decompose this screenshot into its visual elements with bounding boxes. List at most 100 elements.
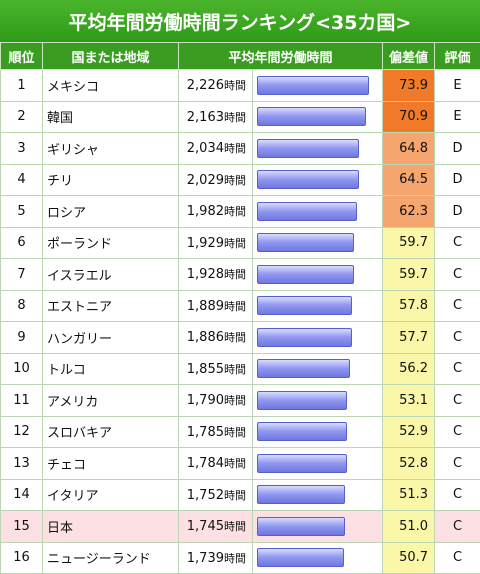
hours-unit: 時間	[224, 142, 246, 155]
hours-cell: 1,752時間	[179, 479, 253, 511]
hours-bar	[257, 517, 345, 536]
grade-cell: C	[435, 290, 480, 322]
rank-cell: 9	[1, 322, 43, 354]
hours-cell: 1,745時間	[179, 511, 253, 543]
hours-value: 1,886	[187, 330, 224, 345]
country-link[interactable]: チェコ	[43, 448, 179, 480]
page-title: 平均年間労働時間ランキング<35カ国>	[0, 0, 480, 43]
deviation-cell: 59.7	[383, 259, 435, 291]
rank-cell: 14	[1, 479, 43, 511]
hours-bar	[257, 296, 352, 315]
hours-cell: 1,784時間	[179, 448, 253, 480]
rank-cell: 8	[1, 290, 43, 322]
rank-cell: 2	[1, 101, 43, 133]
grade-cell: D	[435, 133, 480, 165]
deviation-cell: 73.9	[383, 70, 435, 102]
bar-cell	[253, 448, 383, 480]
country-link[interactable]: ギリシャ	[43, 133, 179, 165]
country-link[interactable]: 日本	[43, 511, 179, 543]
hours-value: 2,226	[187, 78, 224, 93]
hours-value: 2,163	[187, 110, 224, 125]
header-grade: 評価	[435, 43, 480, 70]
grade-cell: E	[435, 70, 480, 102]
header-hours: 平均年間労働時間	[179, 43, 383, 70]
rank-cell: 15	[1, 511, 43, 543]
hours-value: 1,929	[187, 236, 224, 251]
hours-value: 1,785	[187, 425, 224, 440]
grade-cell: C	[435, 322, 480, 354]
country-link[interactable]: 韓国	[43, 101, 179, 133]
country-link[interactable]: ハンガリー	[43, 322, 179, 354]
hours-unit: 時間	[224, 111, 246, 124]
bar-cell	[253, 542, 383, 574]
deviation-cell: 51.0	[383, 511, 435, 543]
country-link[interactable]: エストニア	[43, 290, 179, 322]
hours-unit: 時間	[224, 268, 246, 281]
hours-unit: 時間	[224, 331, 246, 344]
country-link[interactable]: ニュージーランド	[43, 542, 179, 574]
hours-cell: 1,886時間	[179, 322, 253, 354]
table-header-row: 順位 国または地域 平均年間労働時間 偏差値 評価	[1, 43, 480, 70]
hours-value: 1,928	[187, 267, 224, 282]
hours-bar	[257, 485, 345, 504]
rank-cell: 3	[1, 133, 43, 165]
hours-cell: 1,790時間	[179, 385, 253, 417]
bar-cell	[253, 259, 383, 291]
header-country: 国または地域	[43, 43, 179, 70]
hours-unit: 時間	[224, 426, 246, 439]
hours-cell: 1,889時間	[179, 290, 253, 322]
hours-unit: 時間	[224, 174, 246, 187]
bar-cell	[253, 133, 383, 165]
deviation-cell: 57.8	[383, 290, 435, 322]
hours-value: 1,982	[187, 204, 224, 219]
deviation-cell: 59.7	[383, 227, 435, 259]
bar-cell	[253, 385, 383, 417]
rank-cell: 16	[1, 542, 43, 574]
rank-cell: 4	[1, 164, 43, 196]
grade-cell: C	[435, 416, 480, 448]
country-link[interactable]: チリ	[43, 164, 179, 196]
rank-cell: 5	[1, 196, 43, 228]
country-link[interactable]: ロシア	[43, 196, 179, 228]
rank-cell: 11	[1, 385, 43, 417]
country-link[interactable]: ポーランド	[43, 227, 179, 259]
deviation-cell: 64.8	[383, 133, 435, 165]
country-link[interactable]: イスラエル	[43, 259, 179, 291]
hours-unit: 時間	[224, 457, 246, 470]
hours-cell: 2,034時間	[179, 133, 253, 165]
country-link[interactable]: アメリカ	[43, 385, 179, 417]
hours-cell: 1,739時間	[179, 542, 253, 574]
deviation-cell: 62.3	[383, 196, 435, 228]
hours-unit: 時間	[224, 205, 246, 218]
country-link[interactable]: イタリア	[43, 479, 179, 511]
deviation-cell: 51.3	[383, 479, 435, 511]
hours-cell: 2,163時間	[179, 101, 253, 133]
bar-cell	[253, 511, 383, 543]
deviation-cell: 53.1	[383, 385, 435, 417]
grade-cell: C	[435, 227, 480, 259]
country-link[interactable]: トルコ	[43, 353, 179, 385]
hours-bar	[257, 548, 344, 567]
grade-cell: C	[435, 511, 480, 543]
deviation-cell: 50.7	[383, 542, 435, 574]
country-link[interactable]: メキシコ	[43, 70, 179, 102]
hours-cell: 1,929時間	[179, 227, 253, 259]
rank-cell: 10	[1, 353, 43, 385]
hours-cell: 2,226時間	[179, 70, 253, 102]
header-deviation: 偏差値	[383, 43, 435, 70]
deviation-cell: 52.8	[383, 448, 435, 480]
rank-cell: 13	[1, 448, 43, 480]
bar-cell	[253, 479, 383, 511]
country-link[interactable]: スロバキア	[43, 416, 179, 448]
hours-bar	[257, 391, 347, 410]
